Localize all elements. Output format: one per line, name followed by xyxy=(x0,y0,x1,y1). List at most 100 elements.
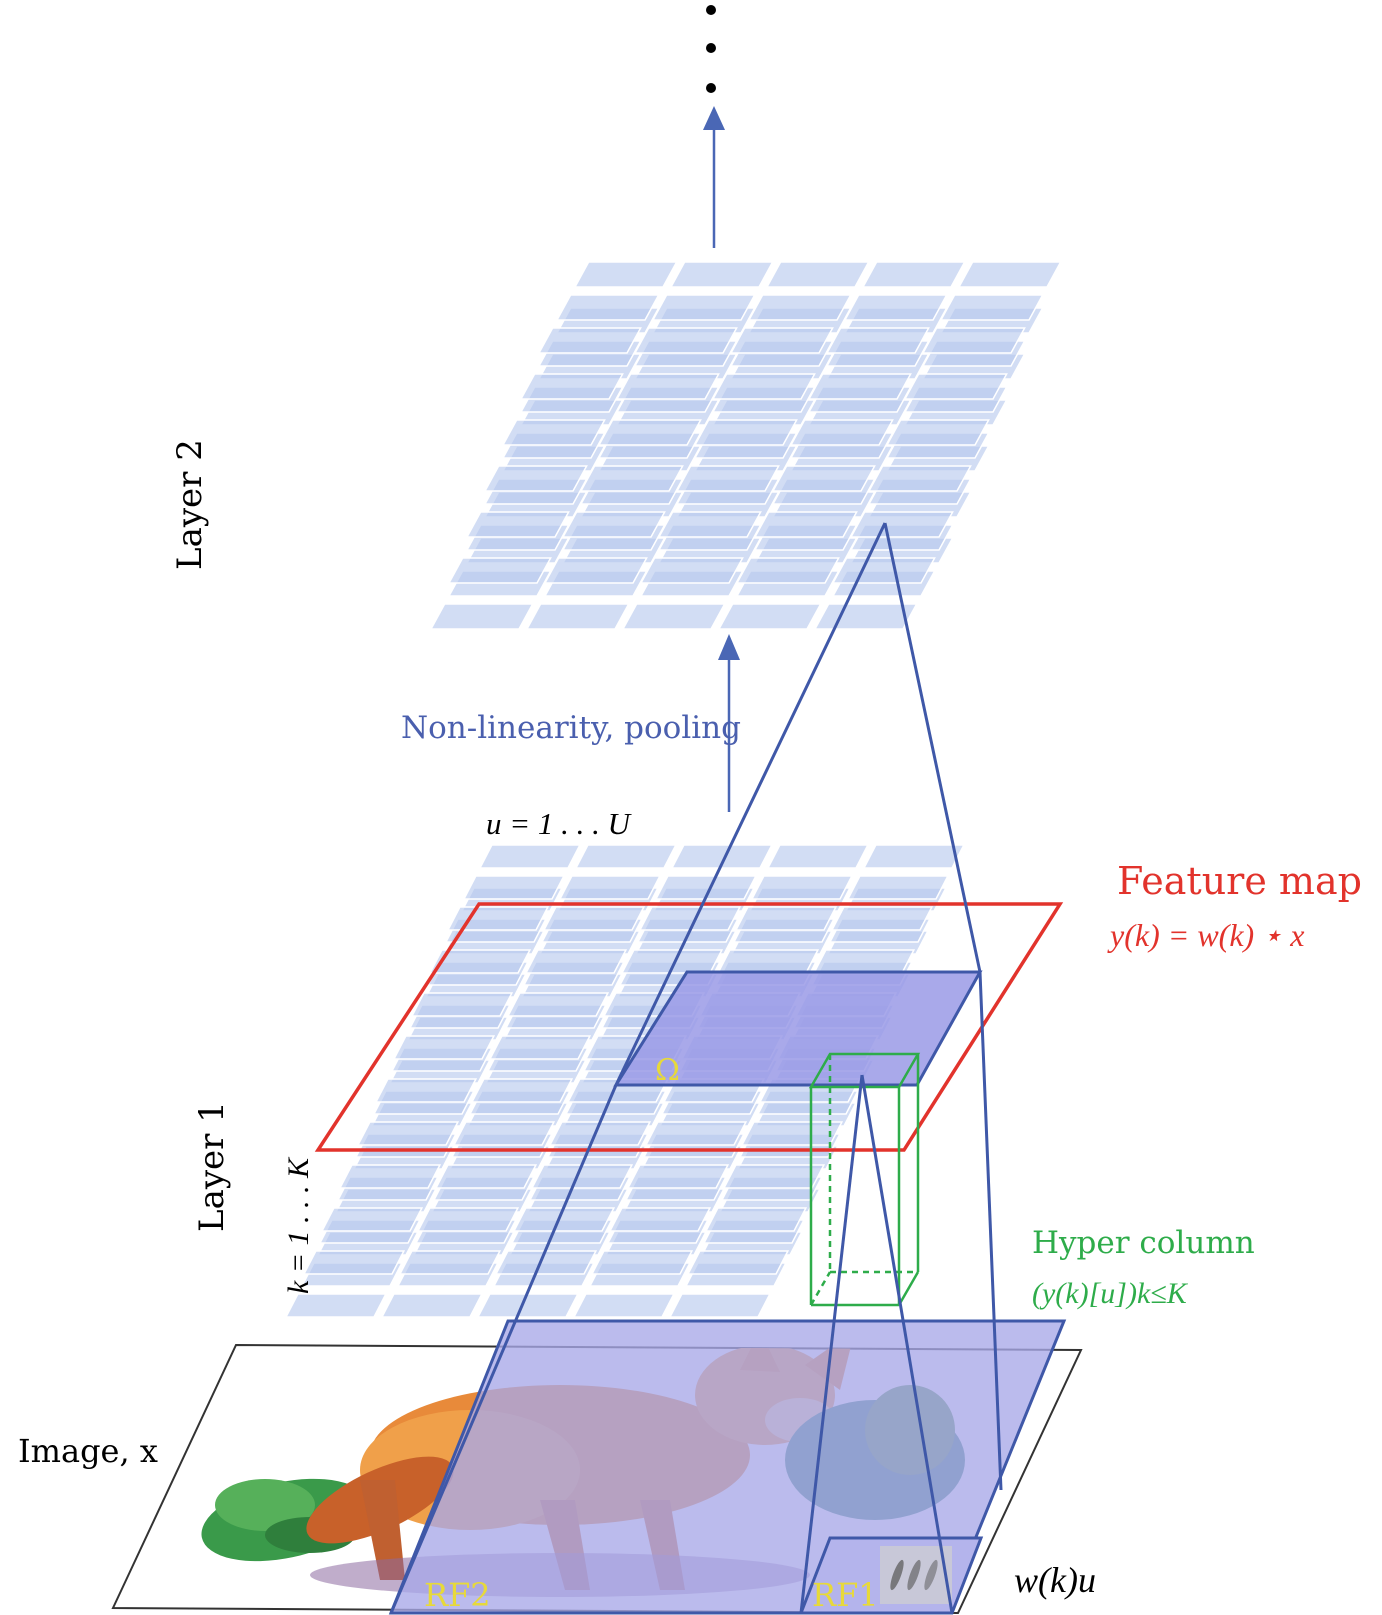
feature-tile xyxy=(302,1250,406,1275)
feature-tile xyxy=(519,373,624,400)
feature-tile xyxy=(807,373,912,400)
feature-tile xyxy=(830,906,934,931)
feature-map-title: Feature map xyxy=(1117,859,1362,903)
feature-tile xyxy=(675,465,780,492)
feature-tile xyxy=(284,1293,388,1318)
feature-tile xyxy=(428,949,532,974)
feature-tile xyxy=(717,603,822,630)
feature-tile xyxy=(542,906,646,931)
nonlinearity-label: Non-linearity, pooling xyxy=(401,710,741,746)
feature-tile xyxy=(615,373,720,400)
feature-tile xyxy=(452,1121,556,1146)
feature-tile xyxy=(380,1293,484,1318)
continuation-dots xyxy=(706,5,716,93)
feature-tile xyxy=(812,949,916,974)
feature-tile xyxy=(462,875,566,900)
feature-tile xyxy=(465,511,570,538)
feature-tile xyxy=(573,261,678,288)
feature-tile xyxy=(555,294,660,321)
feature-tile xyxy=(501,419,606,446)
feature-tile xyxy=(320,1207,424,1232)
feature-tile xyxy=(753,511,858,538)
feature-tile xyxy=(621,603,726,630)
feature-tile xyxy=(543,557,648,584)
feature-tile xyxy=(392,1035,496,1060)
feature-tile xyxy=(862,844,966,869)
input-image-plane xyxy=(111,1319,1083,1615)
feature-tile xyxy=(470,1078,574,1103)
feature-tile xyxy=(668,1293,772,1318)
feature-tile xyxy=(478,844,582,869)
feature-tile xyxy=(338,1164,442,1189)
hyper-column-equation: (y(k)[u])k≤K xyxy=(1032,1277,1189,1310)
feature-tile xyxy=(644,1121,748,1146)
feature-tile xyxy=(849,511,954,538)
top-arrow xyxy=(703,106,725,248)
feature-tile xyxy=(654,875,758,900)
feature-tile xyxy=(957,261,1062,288)
feature-tile xyxy=(434,1164,538,1189)
feature-tile xyxy=(789,419,894,446)
feature-tile xyxy=(626,1164,730,1189)
omega-label: Ω xyxy=(655,1053,680,1088)
feature-tile xyxy=(488,1035,592,1060)
feature-tile xyxy=(669,261,774,288)
feature-tile xyxy=(483,465,588,492)
feature-tile xyxy=(903,373,1008,400)
feature-tile xyxy=(579,465,684,492)
feature-tile xyxy=(410,992,514,1017)
receptive-field-projection-lines xyxy=(389,522,1003,1614)
feature-tile xyxy=(766,844,870,869)
feature-tile xyxy=(747,294,852,321)
layer2-feature-map-stack xyxy=(429,261,1062,630)
hyper-column-title: Hyper column xyxy=(1032,1225,1255,1261)
feature-tile xyxy=(608,1207,712,1232)
feature-tile xyxy=(525,603,630,630)
feature-tile xyxy=(750,875,854,900)
u-range-label: u = 1 . . . U xyxy=(486,806,633,841)
rf1-label: RF1 xyxy=(812,1576,879,1614)
feature-tile xyxy=(530,1164,634,1189)
feature-tile xyxy=(735,557,840,584)
feature-tile xyxy=(651,294,756,321)
feature-tile xyxy=(416,1207,520,1232)
feature-tile xyxy=(704,1207,808,1232)
image-label: Image, x xyxy=(18,1432,158,1470)
feature-tile xyxy=(597,419,702,446)
feature-tile xyxy=(374,1078,478,1103)
feature-tile xyxy=(506,992,610,1017)
pooling-arrow xyxy=(718,634,740,812)
feature-tile xyxy=(590,1250,694,1275)
feature-tile xyxy=(831,557,936,584)
layer1-label: Layer 1 xyxy=(192,1101,232,1232)
feature-tile xyxy=(524,949,628,974)
feature-tile xyxy=(686,1250,790,1275)
feature-tile xyxy=(638,906,742,931)
layer2-label: Layer 2 xyxy=(170,439,210,570)
feature-tile xyxy=(548,1121,652,1146)
feature-tile xyxy=(867,465,972,492)
feature-tile xyxy=(558,875,662,900)
feature-tile xyxy=(639,557,744,584)
feature-tile xyxy=(813,603,918,630)
feature-tile xyxy=(398,1250,502,1275)
feature-tile xyxy=(722,1164,826,1189)
feature-map-equation: y(k) = w(k) ⋆ x xyxy=(1107,917,1304,953)
gabor-filter-pattern xyxy=(880,1546,952,1604)
feature-tile xyxy=(825,327,930,354)
feature-tile xyxy=(693,419,798,446)
feature-tile xyxy=(512,1207,616,1232)
rf2-label: RF2 xyxy=(424,1576,491,1614)
feature-tile xyxy=(574,844,678,869)
feature-tile xyxy=(740,1121,844,1146)
feature-tile xyxy=(356,1121,460,1146)
feature-tile xyxy=(765,261,870,288)
feature-tile xyxy=(633,327,738,354)
weight-label: w(k)u xyxy=(1014,1560,1096,1600)
feature-tile xyxy=(885,419,990,446)
hyper-column-box xyxy=(808,1052,921,1307)
feature-tile xyxy=(861,261,966,288)
feature-tile xyxy=(657,511,762,538)
feature-tile xyxy=(846,875,950,900)
